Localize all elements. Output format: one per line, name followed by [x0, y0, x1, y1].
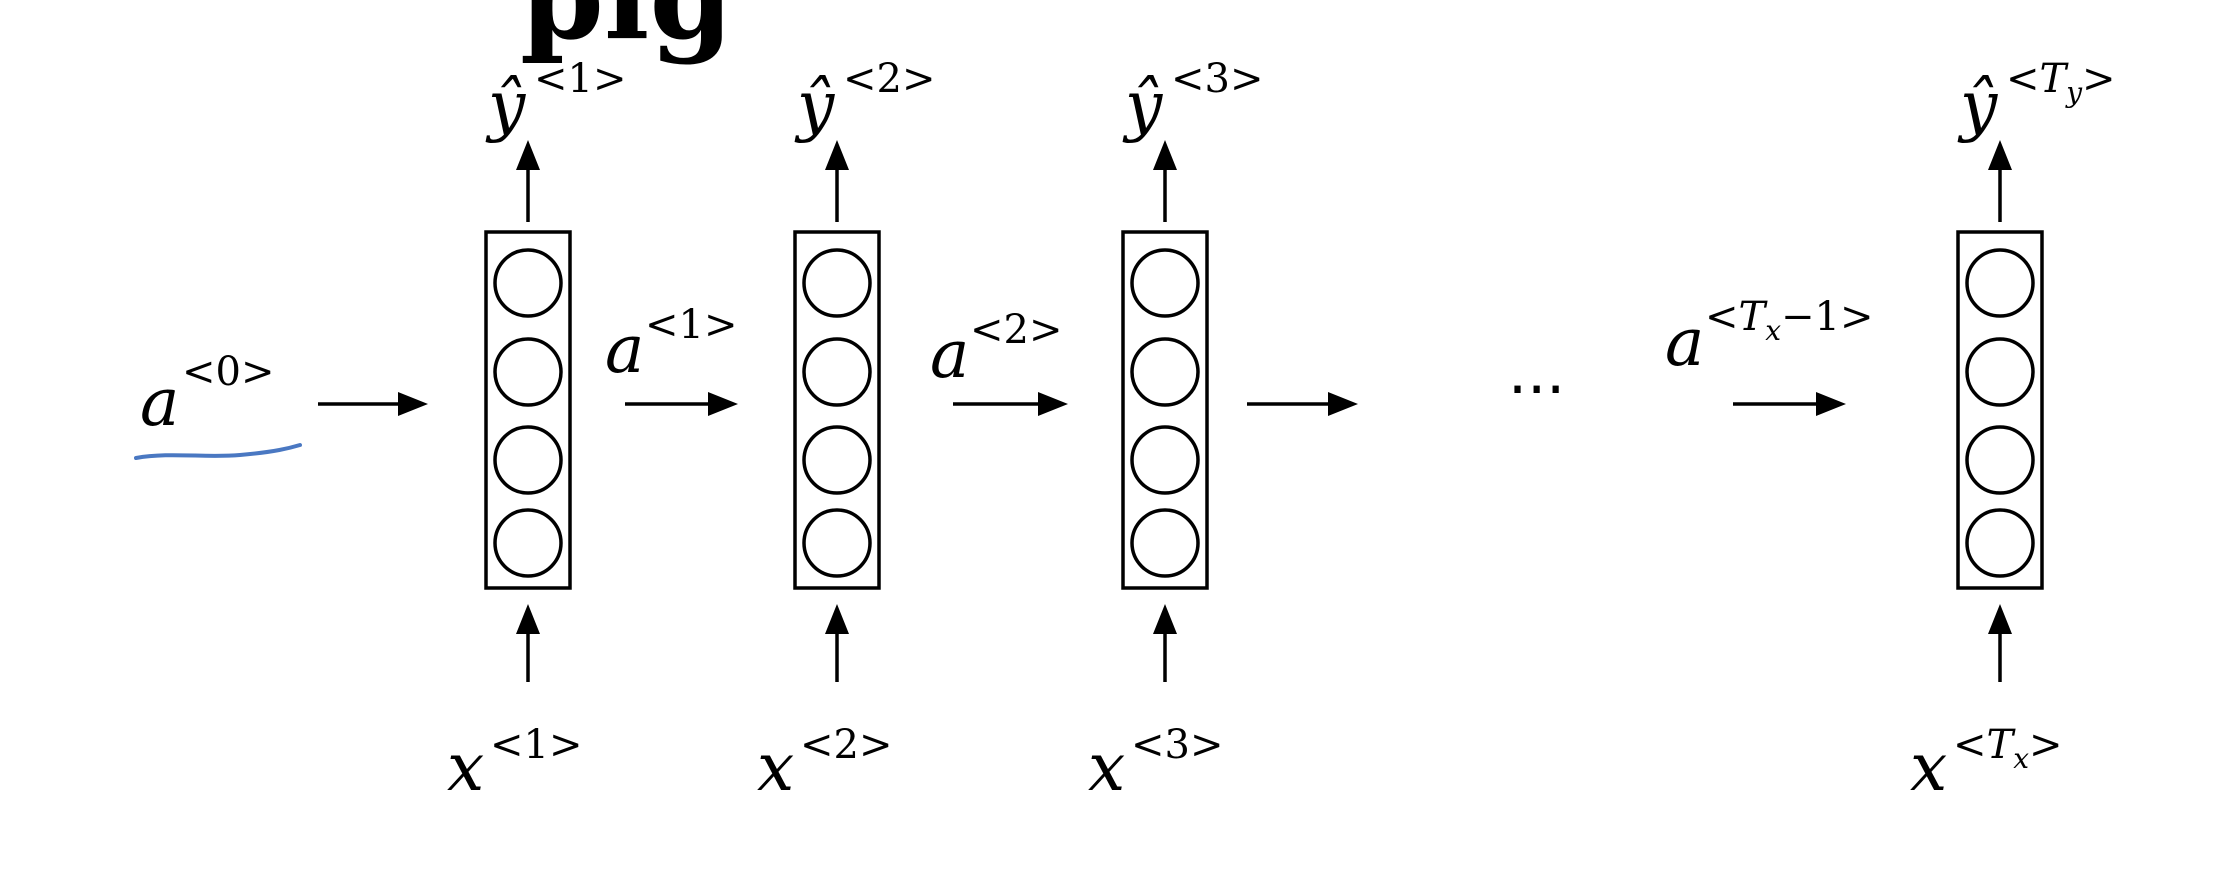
svg-text:<3>: <3> [1171, 56, 1263, 102]
input-arrow-head-1 [516, 604, 540, 634]
activation-label-2: a <2> [930, 307, 1062, 393]
svg-text:<2>: <2> [970, 307, 1062, 353]
hidden-unit-3-3 [1130, 425, 1200, 495]
hidden-unit-1-1 [493, 248, 563, 318]
hidden-unit-4-3 [1965, 425, 2035, 495]
arrow-cell2-to-cell3 [953, 392, 1068, 416]
arrow-cell3-out [1247, 392, 1358, 416]
hidden-unit-1-3 [493, 425, 563, 495]
svg-text:x: x [1910, 729, 1947, 806]
activation-label-last: a <Tx−1> [1665, 294, 1873, 381]
svg-text:<Tx>: <Tx> [1953, 722, 2063, 775]
output-label-3: ŷ <3> [1122, 56, 1263, 144]
arrow-a0-to-cell1 [318, 392, 428, 416]
handwritten-underline [134, 443, 302, 460]
hidden-unit-1-2 [493, 337, 563, 407]
svg-text:x: x [757, 729, 794, 806]
hidden-unit-3-2 [1130, 337, 1200, 407]
svg-text:<1>: <1> [534, 56, 626, 102]
output-arrow-head-1 [516, 140, 540, 170]
hidden-unit-4-1 [1965, 248, 2035, 318]
ellipsis: ··· [1508, 355, 1565, 425]
svg-text:ŷ: ŷ [794, 67, 835, 144]
activation-label-1: a <1> [605, 302, 737, 388]
svg-text:<Ty>: <Ty> [2006, 56, 2116, 109]
svg-text:<3>: <3> [1131, 722, 1223, 768]
input-arrow-head-4 [1988, 604, 2012, 634]
output-arrow-head-4 [1988, 140, 2012, 170]
input-label-1: x <1> [447, 722, 582, 806]
rnn-cells [484, 140, 2044, 682]
svg-text:<2>: <2> [800, 722, 892, 768]
output-arrow-head-3 [1153, 140, 1177, 170]
svg-text:x: x [447, 729, 484, 806]
initial-activation-label: a <0> [140, 349, 274, 441]
arrow-cell1-to-cell2 [625, 392, 738, 416]
hidden-unit-4-2 [1965, 337, 2035, 407]
hidden-unit-4-4 [1965, 508, 2035, 578]
hidden-unit-3-1 [1130, 248, 1200, 318]
hidden-unit-1-4 [493, 508, 563, 578]
svg-text:a: a [140, 364, 179, 441]
hidden-unit-3-4 [1130, 508, 1200, 578]
svg-text:ŷ: ŷ [485, 67, 526, 144]
hidden-unit-2-2 [802, 337, 872, 407]
input-label-3: x <3> [1088, 722, 1223, 806]
svg-text:<1>: <1> [645, 302, 737, 348]
arrow-into-last-cell [1733, 392, 1846, 416]
svg-text:x: x [1088, 729, 1125, 806]
svg-text:ŷ: ŷ [1122, 67, 1163, 144]
svg-text:<Tx−1>: <Tx−1> [1705, 294, 1873, 347]
input-label-2: x <2> [757, 722, 892, 806]
output-arrow-head-2 [825, 140, 849, 170]
svg-text:a: a [605, 311, 644, 388]
hidden-unit-2-3 [802, 425, 872, 495]
svg-text:<0>: <0> [182, 349, 274, 395]
output-label-last: ŷ <Ty> [1957, 56, 2116, 144]
input-arrow-head-2 [825, 604, 849, 634]
svg-text:a: a [1665, 304, 1704, 381]
heading-fragment: pig [520, 0, 733, 67]
output-label-1: ŷ <1> [485, 56, 626, 144]
svg-text:<2>: <2> [843, 56, 935, 102]
svg-text:ŷ: ŷ [1957, 67, 1998, 144]
svg-text:<1>: <1> [490, 722, 582, 768]
hidden-unit-2-4 [802, 508, 872, 578]
hidden-unit-2-1 [802, 248, 872, 318]
input-arrow-head-3 [1153, 604, 1177, 634]
output-label-2: ŷ <2> [794, 56, 935, 144]
svg-text:a: a [930, 316, 969, 393]
input-label-last: x <Tx> [1910, 722, 2063, 806]
